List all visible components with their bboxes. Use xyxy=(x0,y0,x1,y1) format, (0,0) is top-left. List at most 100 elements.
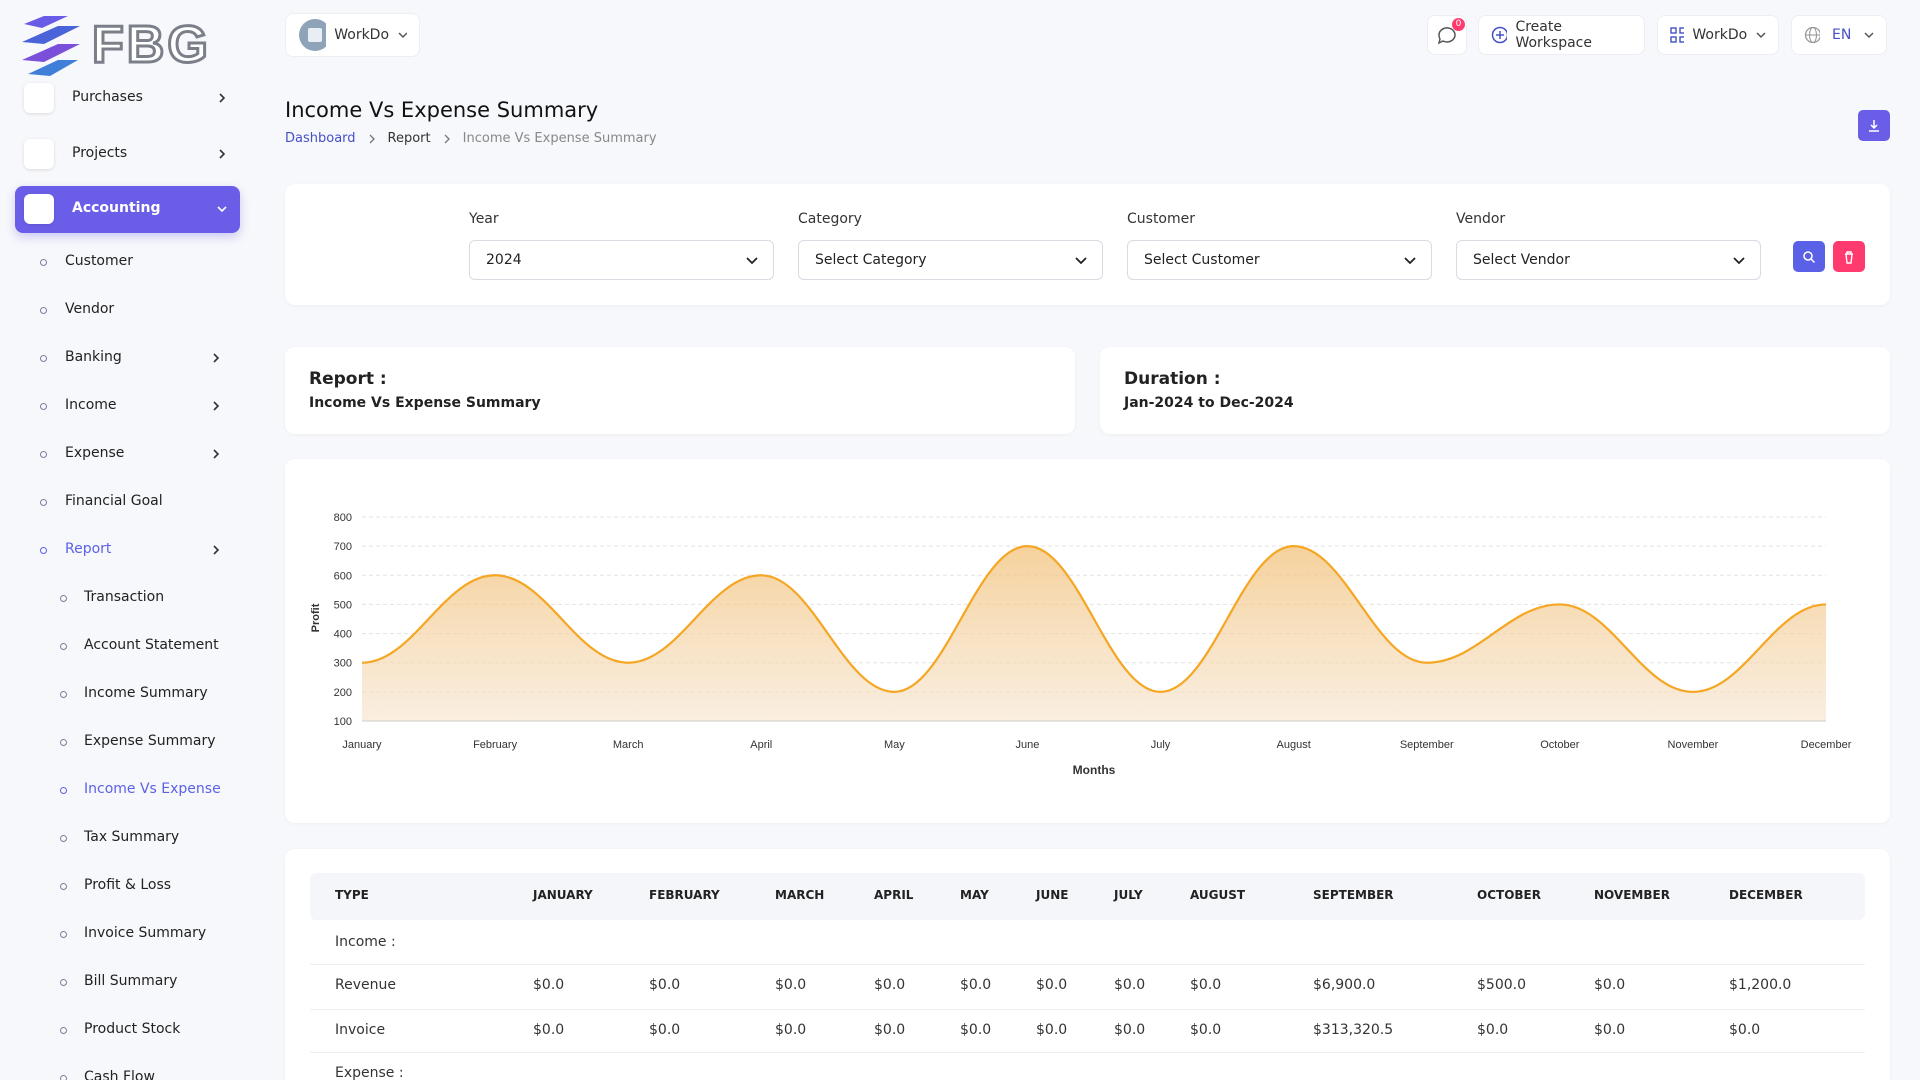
submenu-item[interactable]: Customer xyxy=(65,253,134,269)
submenu-item[interactable]: Account Statement xyxy=(84,637,219,653)
filter-value: 2024 xyxy=(486,252,522,268)
bullet xyxy=(60,979,67,986)
submenu-item[interactable]: Tax Summary xyxy=(84,829,180,845)
table-cell: $0.0 xyxy=(960,977,992,993)
bullet xyxy=(60,1075,67,1080)
y-tick-label: 200 xyxy=(334,687,352,699)
table-header: TYPE xyxy=(335,888,369,902)
workspace-switch[interactable]: WorkDo xyxy=(285,13,420,57)
reset-button[interactable] xyxy=(1833,241,1865,272)
breadcrumb-item: Income Vs Expense Summary xyxy=(462,131,657,146)
table-cell: $6,900.0 xyxy=(1313,977,1376,993)
language-menu[interactable]: EN xyxy=(1791,15,1887,55)
filter-value: Select Vendor xyxy=(1473,252,1570,268)
filter-value: Select Customer xyxy=(1144,252,1260,268)
submenu-item[interactable]: Invoice Summary xyxy=(84,925,207,941)
table-cell: $0.0 xyxy=(1114,977,1146,993)
menu-item[interactable]: Purchases xyxy=(72,89,143,105)
download-button[interactable] xyxy=(1858,110,1890,141)
chevron xyxy=(398,32,407,39)
chevron xyxy=(217,206,227,213)
workspace-name: WorkDo xyxy=(334,27,390,43)
bullet xyxy=(40,499,47,506)
table-cell: $0.0 xyxy=(649,977,681,993)
breadcrumb-item[interactable]: Report xyxy=(387,131,431,146)
bullet xyxy=(40,355,47,362)
breadcrumb-item[interactable]: Dashboard xyxy=(285,131,356,146)
table-cell: $0.0 xyxy=(1114,1022,1146,1038)
search-button[interactable] xyxy=(1793,241,1825,272)
table-header: FEBRUARY xyxy=(649,888,720,902)
plus-icon xyxy=(1491,26,1508,44)
bullet xyxy=(60,643,67,650)
menu-item[interactable]: Projects xyxy=(72,145,128,161)
menu-item[interactable]: Accounting xyxy=(72,200,161,216)
row-divider xyxy=(310,964,1865,965)
chevron xyxy=(1075,257,1087,265)
submenu-item[interactable]: Income Vs Expense xyxy=(84,781,221,797)
duration-value: Jan-2024 to Dec-2024 xyxy=(1124,395,1294,411)
separator xyxy=(369,134,375,143)
table-cell: $0.0 xyxy=(1036,977,1068,993)
table-cell: Revenue xyxy=(335,977,396,993)
account-name: WorkDo xyxy=(1692,27,1748,43)
filter-select[interactable]: 2024 xyxy=(469,240,774,280)
bullet xyxy=(60,787,67,794)
table-cell: $0.0 xyxy=(1190,1022,1222,1038)
submenu-item[interactable]: Expense xyxy=(65,445,125,461)
bullet xyxy=(40,547,47,554)
x-axis-title: Months xyxy=(1073,763,1116,777)
filter-select[interactable]: Select Customer xyxy=(1127,240,1432,280)
report-card: Report : Income Vs Expense Summary xyxy=(285,347,1075,434)
y-tick-label: 600 xyxy=(334,570,352,582)
x-tick-label: July xyxy=(1151,739,1171,751)
table-header: AUGUST xyxy=(1190,888,1246,902)
account-menu[interactable]: WorkDo xyxy=(1657,15,1779,55)
submenu-item[interactable]: Bill Summary xyxy=(84,973,178,989)
filter-select[interactable]: Select Vendor xyxy=(1456,240,1761,280)
submenu-item[interactable]: Income Summary xyxy=(84,685,208,701)
table-header-bg xyxy=(310,873,1865,920)
submenu-item[interactable]: Vendor xyxy=(65,301,115,317)
submenu-item[interactable]: Cash Flow xyxy=(84,1069,155,1080)
chevron-line xyxy=(213,353,220,363)
table-cell: Income : xyxy=(335,934,396,950)
chevron-line xyxy=(213,401,220,411)
filter-value: Select Category xyxy=(815,252,927,268)
bullet xyxy=(60,931,67,938)
notification-count: 0 xyxy=(1452,18,1465,31)
table-cell: Expense : xyxy=(335,1065,404,1080)
x-tick-label: October xyxy=(1540,739,1579,751)
search-icon xyxy=(1803,250,1816,263)
table-cell: $0.0 xyxy=(1729,1022,1761,1038)
table-cell: $0.0 xyxy=(960,1022,992,1038)
notifications[interactable]: 0 xyxy=(1427,15,1467,55)
language: EN xyxy=(1832,27,1852,43)
submenu-item[interactable]: Banking xyxy=(65,349,122,365)
chevron-line xyxy=(217,206,227,213)
submenu-item[interactable]: Report xyxy=(65,541,112,557)
submenu-item[interactable]: Income xyxy=(65,397,117,413)
chevron-line xyxy=(1075,257,1087,265)
table-header: JANUARY xyxy=(533,888,593,902)
submenu-item[interactable]: Expense Summary xyxy=(84,733,216,749)
filter-select[interactable]: Select Category xyxy=(798,240,1103,280)
filter-label: Category xyxy=(798,211,862,227)
logo-text: FBG xyxy=(92,16,211,74)
table-cell: $1,200.0 xyxy=(1729,977,1792,993)
table-cell: $0.0 xyxy=(775,1022,807,1038)
x-tick-label: August xyxy=(1277,739,1311,751)
submenu-item[interactable]: Profit & Loss xyxy=(84,877,172,893)
filter-card xyxy=(285,184,1890,305)
chevron xyxy=(1756,32,1766,39)
chevron xyxy=(219,93,226,103)
bullet xyxy=(60,1027,67,1034)
submenu-item[interactable]: Financial Goal xyxy=(65,493,163,509)
submenu-item[interactable]: Product Stock xyxy=(84,1021,181,1037)
x-tick-label: April xyxy=(750,739,772,751)
table-header: MARCH xyxy=(775,888,825,902)
submenu-item[interactable]: Transaction xyxy=(84,589,165,605)
create-workspace[interactable]: Create Workspace xyxy=(1478,15,1645,55)
table-cell: $0.0 xyxy=(1594,977,1626,993)
